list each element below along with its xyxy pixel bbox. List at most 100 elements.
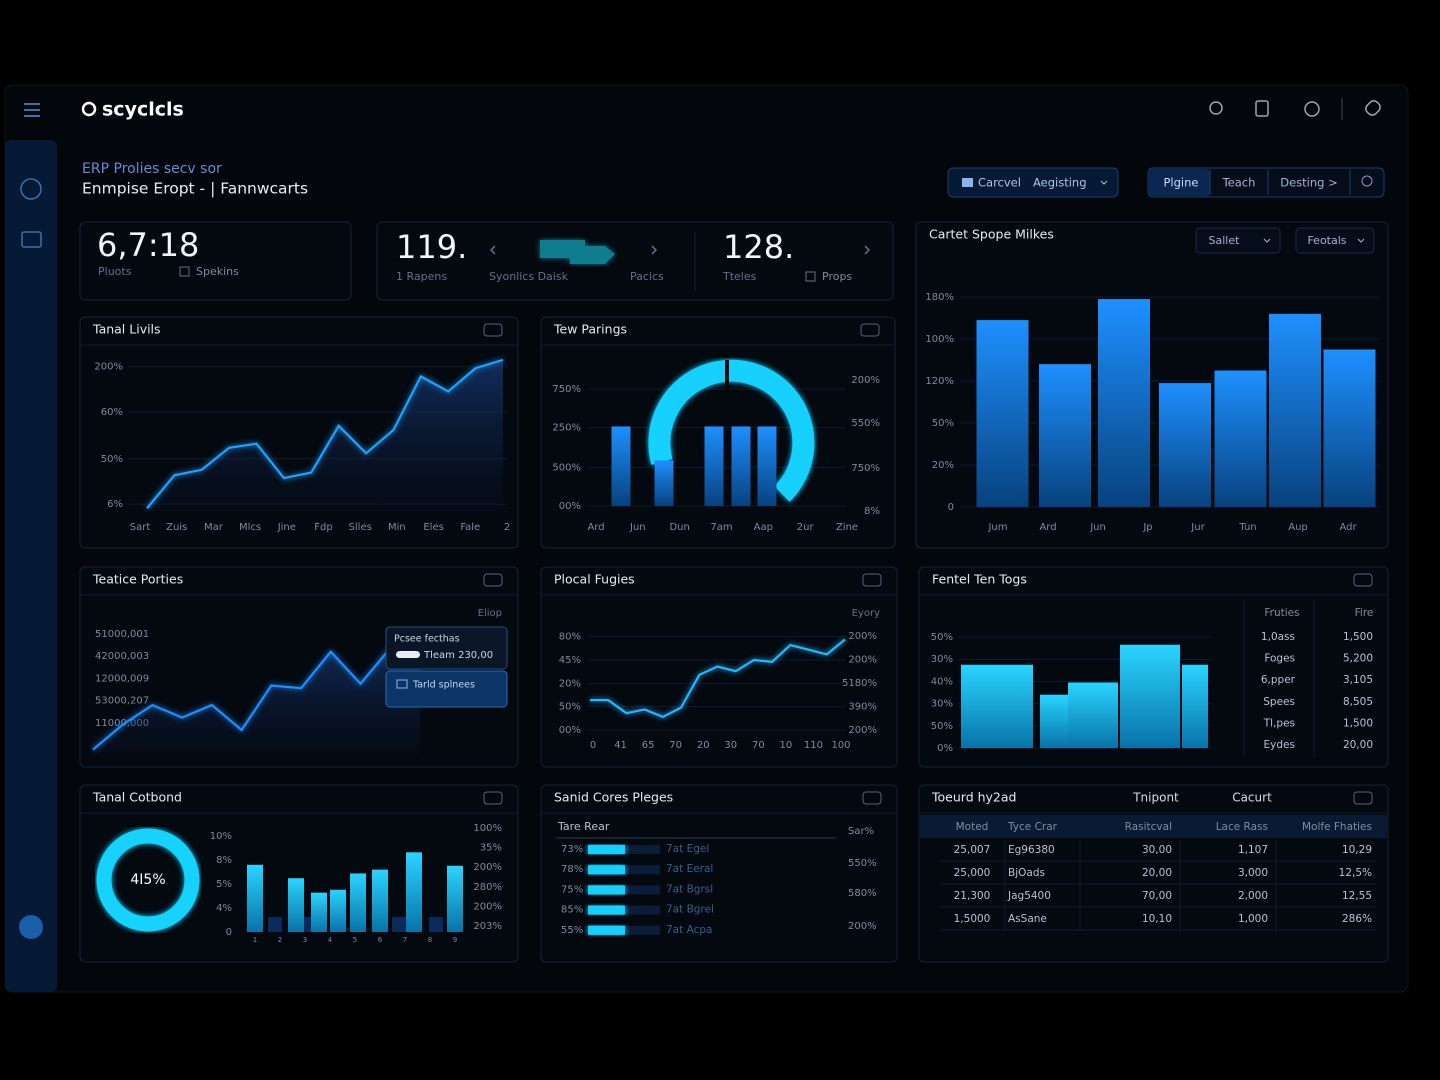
x-tick-label: 8	[428, 936, 432, 944]
clipboard-icon[interactable]	[1255, 100, 1269, 117]
y-tick-label: 50%	[559, 702, 581, 713]
y-tick-label: 30%	[931, 654, 953, 665]
panel-title: Fentel Ten Togs	[932, 572, 1027, 587]
table-cell: Eg96380	[1008, 844, 1055, 856]
bar-shadow	[429, 917, 443, 932]
bar	[330, 889, 346, 932]
dropdown-label[interactable]: Sallet	[1209, 234, 1241, 247]
y-tick-label: 120%	[925, 376, 954, 387]
dropdown-label[interactable]: Feotals	[1307, 234, 1346, 247]
bar	[1039, 364, 1091, 507]
bar	[247, 864, 263, 932]
x-tick-label: Mar	[204, 522, 224, 533]
nav-icon[interactable]	[19, 915, 43, 939]
panel-menu[interactable]	[1353, 573, 1373, 587]
button-group	[947, 167, 1119, 198]
y-tick-label: 750%	[851, 463, 880, 474]
panel-menu[interactable]	[1353, 791, 1373, 805]
arrow[interactable]	[651, 245, 658, 255]
panel	[540, 784, 898, 963]
panel-menu[interactable]	[483, 791, 503, 805]
table-cell: AsSane	[1008, 913, 1047, 925]
panel-title: Sanid Cores Pleges	[554, 790, 673, 805]
column-header: Fire	[1355, 607, 1374, 619]
row-pct: 78%	[561, 864, 583, 875]
bar	[611, 426, 631, 506]
bar	[976, 320, 1029, 507]
progress-fill	[588, 885, 625, 895]
menu-icon[interactable]	[24, 103, 40, 117]
y-tick-label: 20%	[559, 678, 581, 689]
kpi-filter[interactable]: Spekins	[196, 265, 239, 278]
y-tick-label: 8%	[864, 506, 880, 517]
table-cell: 10,10	[1142, 913, 1172, 925]
column-header: Rasitcval	[1125, 821, 1172, 833]
x-tick-label: Jun	[1089, 522, 1106, 533]
kpi-label: Syonlics Daisk	[489, 270, 569, 283]
panel-menu[interactable]	[860, 323, 880, 337]
arrow[interactable]	[864, 245, 871, 255]
kpi-value: 128.	[723, 228, 794, 266]
row-label: 7at Acpa	[666, 924, 712, 936]
line	[146, 358, 504, 509]
button[interactable]: Carcvel	[978, 176, 1021, 190]
x-tick-label: Eles	[423, 522, 443, 533]
donut	[96, 828, 200, 932]
x-tick-label: 70	[752, 740, 765, 751]
legend-box[interactable]	[385, 670, 508, 708]
panel-menu[interactable]	[483, 323, 503, 337]
bar	[757, 426, 777, 506]
y-tick-label: 6%	[107, 499, 123, 510]
row-pct: 55%	[561, 925, 583, 936]
dropdown[interactable]: Aegisting	[1033, 176, 1087, 190]
column-header: Molfe Fhaties	[1302, 821, 1372, 833]
y-tick-label: 5%	[216, 879, 232, 890]
kpi-value: 6,7:18	[97, 226, 199, 264]
arrow[interactable]	[489, 245, 496, 255]
page-title: Enmpise Eropt - | Fannwcarts	[82, 180, 308, 198]
x-tick-label: 10	[780, 740, 793, 751]
x-tick-label: 65	[642, 740, 655, 751]
y-tick-label: 4%	[216, 903, 232, 914]
x-tick-label: 20	[697, 740, 710, 751]
y-tick-label: 200%	[851, 375, 880, 386]
dropdown[interactable]	[1195, 227, 1281, 254]
bar	[447, 865, 463, 932]
x-tick-label: Adr	[1339, 522, 1357, 533]
table-cell: Spees	[1263, 696, 1295, 708]
link-icon[interactable]	[1364, 99, 1382, 117]
tab[interactable]: Desting >	[1280, 176, 1338, 190]
table-cell: 6,pper	[1261, 674, 1296, 686]
panel-title: Teatice Porties	[92, 572, 183, 587]
y-tick-label: 200%	[473, 862, 502, 873]
tab[interactable]: Plgine	[1164, 176, 1199, 190]
kpi-filter[interactable]: Props	[822, 270, 852, 283]
x-tick-label: 70	[669, 740, 682, 751]
bar	[654, 460, 674, 506]
search-icon[interactable]	[1209, 101, 1223, 115]
y-tick-label: 200%	[848, 631, 877, 642]
panel-menu[interactable]	[862, 573, 882, 587]
panel-menu[interactable]	[483, 573, 503, 587]
settings-icon[interactable]	[1304, 101, 1320, 117]
bar	[288, 878, 304, 932]
nav-icon[interactable]	[20, 178, 42, 200]
line	[92, 639, 421, 751]
dropdown[interactable]	[1295, 227, 1375, 254]
y-tick-label: 45%	[559, 655, 581, 666]
panel-menu[interactable]	[862, 791, 882, 805]
table-cell: 286%	[1342, 913, 1372, 925]
tab-icon[interactable]	[1361, 175, 1373, 187]
logo: scyclcls	[102, 99, 184, 121]
donut-label: 4I5%	[130, 872, 165, 888]
panel-title: Plocal Fugies	[554, 572, 635, 587]
table-header	[920, 815, 1387, 838]
nav-icon[interactable]	[21, 231, 42, 248]
x-tick-label: Jp	[1142, 522, 1152, 533]
x-tick-label: 2ur	[797, 522, 815, 533]
x-tick-label: Tun	[1238, 522, 1256, 533]
header-label: Cacurt	[1232, 791, 1272, 805]
tooltip-value: Tleam 230,00	[423, 650, 493, 661]
tab[interactable]: Teach	[1222, 176, 1256, 190]
bar	[1040, 694, 1068, 748]
